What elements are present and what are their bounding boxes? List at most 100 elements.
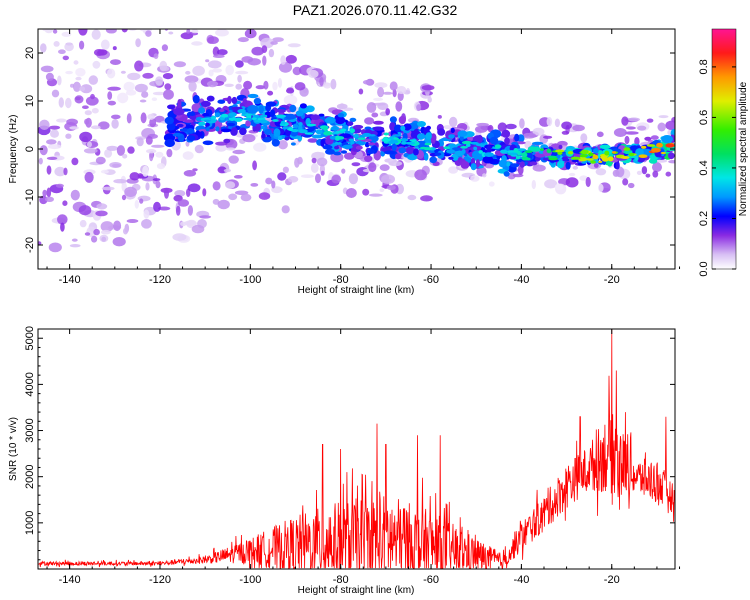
spectrogram-ridge-blob	[480, 147, 486, 152]
spectrogram-noise-blob	[184, 75, 199, 83]
spectrogram-noise-blob	[95, 156, 106, 165]
spectrogram-ridge-blob	[470, 163, 477, 171]
colorbar-label: Normalized spectral amplitude	[738, 81, 749, 216]
spectrogram-ridge-blob	[593, 148, 599, 154]
spectrogram-noise-blob	[377, 102, 389, 110]
spectrogram-noise-blob	[85, 96, 99, 106]
spectrogram-noise-blob	[253, 142, 267, 152]
spectrogram-noise-blob	[87, 141, 92, 148]
spectrogram-noise-blob	[368, 162, 377, 173]
spectrogram-noise-blob	[110, 59, 121, 65]
spectrogram-ridge-blob	[668, 152, 675, 160]
spectrogram-ridge-blob	[167, 104, 176, 110]
x-tick-label: -100	[239, 274, 261, 286]
spectrogram-noise-blob	[208, 69, 214, 77]
spectrogram-core-blob	[588, 152, 594, 157]
spectrogram-core-blob	[447, 149, 456, 154]
spectrogram-core-blob	[646, 144, 656, 147]
spectrogram-noise-blob	[224, 83, 234, 88]
spectrogram-noise-blob	[152, 91, 166, 96]
spectrogram-noise-blob	[62, 200, 68, 206]
spectrogram-ridge-blob	[311, 134, 324, 139]
spectrogram-core-blob	[210, 115, 217, 120]
spectrogram-noise-blob	[92, 60, 101, 69]
spectrogram-noise-blob	[657, 122, 666, 132]
spectrogram-noise-blob	[217, 199, 230, 210]
spectrogram-noise-blob	[91, 235, 98, 243]
spectrogram-noise-blob	[166, 148, 173, 158]
spectrogram-noise-blob	[71, 157, 79, 166]
spectrogram-noise-blob	[48, 125, 61, 130]
spectrogram-noise-blob	[121, 29, 128, 33]
spectrogram-noise-blob	[151, 97, 158, 101]
spectrogram-noise-blob	[66, 14, 77, 21]
colorbar-ticks: 0.0 0.2 0.4 0.6 0.8	[698, 59, 736, 277]
spectrogram-ridge-blob	[558, 144, 563, 150]
snr-xlabel: Height of straight line (km)	[298, 585, 415, 596]
spectrogram-noise-blob	[58, 97, 64, 108]
spectrogram-ridge-blob	[506, 161, 511, 167]
spectrogram-ridge-blob	[593, 163, 599, 168]
spectrogram-noise-blob	[658, 115, 669, 119]
spectrogram-core-blob	[557, 151, 563, 155]
spectrogram-noise-blob	[137, 173, 143, 179]
spectrogram-noise-blob	[145, 30, 152, 37]
spectrogram-core-blob	[604, 150, 610, 156]
spectrogram-noise-blob	[371, 112, 379, 118]
spectrogram-noise-blob	[624, 135, 630, 145]
x-tick-label: -140	[59, 574, 81, 586]
spectrogram-core-blob	[331, 125, 339, 131]
spectrogram-noise-blob	[362, 80, 372, 85]
spectrogram-noise-blob	[153, 53, 159, 59]
spectrogram-noise-blob	[95, 210, 108, 217]
spectrogram-noise-blob	[379, 188, 385, 193]
spectrogram-noise-blob	[272, 37, 284, 42]
spectrogram-ridge-blob	[417, 133, 425, 140]
colorbar-gradient	[712, 29, 736, 269]
spectrogram-noise-blob	[223, 168, 231, 173]
spectrogram-noise-blob	[158, 206, 171, 211]
spectrogram-noise-blob	[595, 168, 607, 176]
spectrogram-ridge-blob	[189, 111, 195, 116]
spectrogram-noise-blob	[388, 160, 403, 167]
spectrogram-noise-blob	[124, 186, 137, 197]
spectrogram-noise-blob	[45, 196, 54, 202]
spectrogram-core-blob	[420, 146, 428, 150]
spectrogram-core-blob	[628, 152, 635, 157]
spectrogram-noise-blob	[65, 133, 72, 139]
spectrogram-noise-blob	[109, 10, 118, 20]
spectrogram-noise-blob	[243, 80, 253, 90]
spectrogram-noise-blob	[364, 117, 375, 125]
spectrogram-noise-blob	[90, 4, 98, 12]
spectrogram-noise-blob	[182, 151, 194, 160]
spectrogram-noise-blob	[613, 128, 627, 137]
spectrogram-noise-blob	[668, 160, 675, 164]
spectrogram-ridge-blob	[391, 142, 397, 152]
spectrogram-noise-blob	[207, 36, 219, 44]
spectrogram-ridge-blob	[334, 145, 340, 150]
spectrogram-core-blob	[357, 137, 366, 140]
spectrogram-noise-blob	[172, 233, 187, 241]
spectrogram-ridge-blob	[221, 128, 232, 133]
spectrogram-noise-blob	[50, 129, 59, 138]
spectrogram-noise-blob	[46, 165, 52, 175]
spectrogram-noise-blob	[235, 60, 244, 68]
spectrogram-ridge-blob	[261, 133, 266, 139]
spectrogram-ridge-blob	[384, 150, 396, 155]
spectrogram-noise-blob	[497, 122, 507, 132]
spectrogram-core-blob	[517, 148, 526, 151]
spectrogram-ridge-blob	[320, 138, 325, 147]
spectrogram-noise-blob	[127, 72, 141, 81]
spectrogram-noise-blob	[113, 220, 122, 232]
spectrogram-noise-blob	[250, 183, 259, 187]
spectrogram-noise-blob	[645, 173, 651, 178]
spectrogram-ridge-blob	[413, 148, 419, 156]
spectrogram-noise-blob	[421, 85, 435, 91]
spectrogram-ridge-blob	[403, 123, 412, 131]
spectrogram-ridge-blob	[277, 135, 283, 141]
spectrogram-core-blob	[362, 132, 372, 137]
spectrogram-noise-blob	[74, 95, 84, 104]
x-tick-label: -60	[423, 274, 439, 286]
spectrogram-core-blob	[620, 156, 630, 159]
spectrogram-noise-blob	[315, 173, 321, 184]
